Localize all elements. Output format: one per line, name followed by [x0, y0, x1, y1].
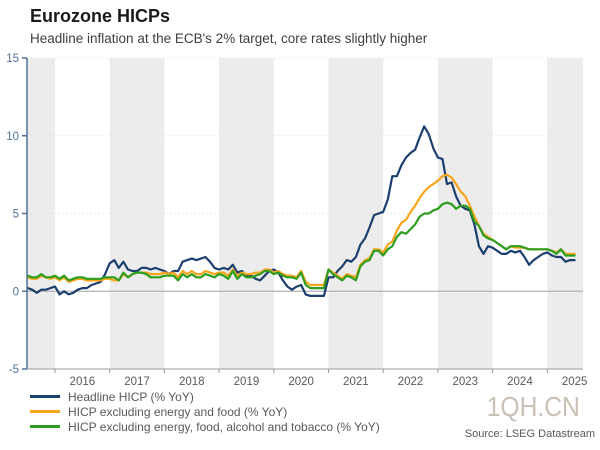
series-line-0	[26, 125, 576, 297]
x-tick-label-2016: 2016	[70, 376, 96, 388]
y-tick-label-15: 15	[6, 53, 19, 65]
x-tick-label-2017: 2017	[124, 376, 150, 388]
x-tick-label-2019: 2019	[234, 376, 260, 388]
legend-label-2: HICP excluding energy, food, alcohol and…	[68, 419, 380, 434]
year-band-2025	[547, 58, 583, 369]
legend-item-2: HICP excluding energy, food, alcohol and…	[30, 419, 380, 434]
x-tick-label-2025: 2025	[562, 376, 588, 388]
legend-swatch-0	[30, 394, 60, 399]
source-credit: Source: LSEG Datastream	[464, 428, 595, 440]
x-tick-label-2021: 2021	[343, 376, 369, 388]
legend-item-0: Headline HICP (% YoY)	[30, 389, 380, 404]
watermark: 1QH.CN	[486, 391, 580, 422]
year-band-2017	[109, 58, 165, 369]
legend-swatch-2	[30, 424, 60, 429]
y-tick-label--5: -5	[9, 364, 19, 376]
y-tick-label-5: 5	[13, 209, 19, 221]
legend-label-0: Headline HICP (% YoY)	[68, 389, 194, 404]
year-band-2023	[437, 58, 493, 369]
x-tick-label-2018: 2018	[179, 376, 205, 388]
chart-title: Eurozone HICPs	[30, 6, 171, 26]
x-tick-label-2022: 2022	[398, 376, 424, 388]
x-tick-label-2023: 2023	[452, 376, 478, 388]
x-tick-label-2024: 2024	[507, 376, 533, 388]
legend-swatch-1	[30, 409, 60, 414]
chart-subtitle: Headline inflation at the ECB's 2% targe…	[30, 31, 428, 46]
series-line-2	[26, 201, 576, 290]
x-tick-label-2020: 2020	[288, 376, 314, 388]
y-tick-label-0: 0	[13, 286, 19, 298]
legend-label-1: HICP excluding energy and food (% YoY)	[68, 404, 288, 419]
year-band-2019	[219, 58, 274, 369]
y-tick-label-10: 10	[6, 131, 19, 143]
legend-item-1: HICP excluding energy and food (% YoY)	[30, 404, 380, 419]
legend: Headline HICP (% YoY) HICP excluding ener…	[30, 389, 380, 434]
